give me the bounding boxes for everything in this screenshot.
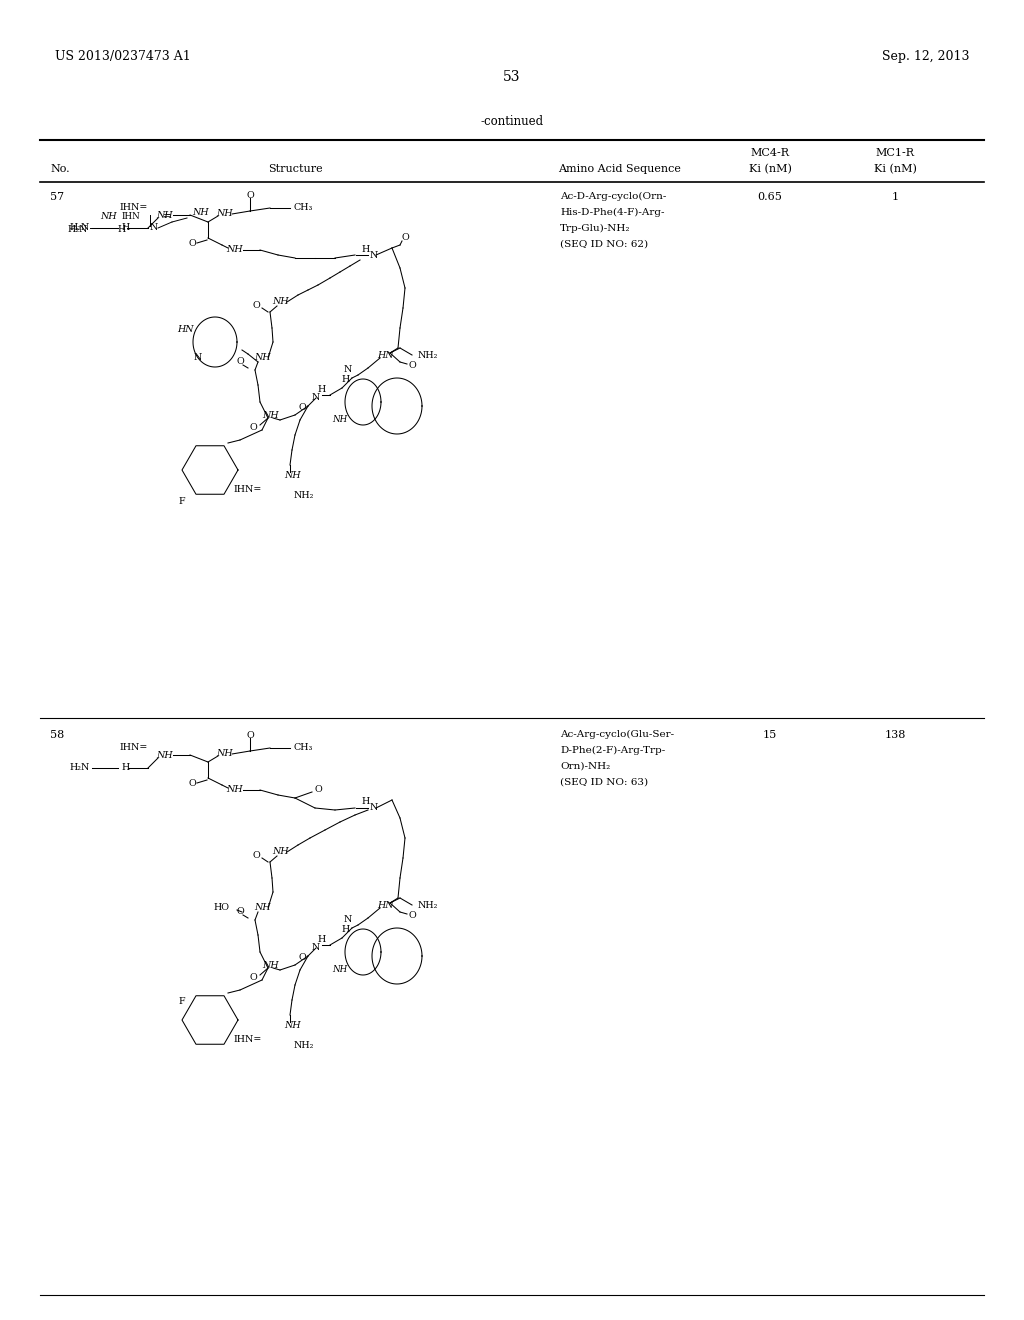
Text: Ki (nM): Ki (nM) (873, 164, 916, 174)
Text: 53: 53 (503, 70, 521, 84)
Text: NH: NH (226, 246, 244, 255)
Text: O: O (298, 404, 306, 412)
Text: NH: NH (333, 416, 347, 425)
Text: HN: HN (377, 351, 393, 359)
Text: US 2013/0237473 A1: US 2013/0237473 A1 (55, 50, 190, 63)
Text: O: O (252, 301, 260, 309)
Text: N: N (312, 944, 321, 953)
Text: O: O (237, 358, 244, 367)
Text: H: H (342, 375, 350, 384)
Text: HO: HO (214, 903, 230, 912)
Text: N: N (194, 354, 202, 363)
Text: N: N (150, 223, 159, 232)
Text: NH: NH (262, 411, 279, 420)
Text: H: H (362, 246, 371, 255)
Text: MC1-R: MC1-R (876, 148, 914, 158)
Text: (SEQ ID NO: 63): (SEQ ID NO: 63) (560, 777, 648, 787)
Text: Amino Acid Sequence: Amino Acid Sequence (558, 164, 681, 174)
Text: 138: 138 (885, 730, 905, 741)
Text: NH: NH (191, 209, 208, 216)
Text: NH: NH (254, 354, 270, 363)
Text: O: O (246, 730, 254, 739)
Text: O: O (237, 908, 244, 916)
Text: N: N (344, 916, 352, 924)
Text: NH₂: NH₂ (418, 900, 438, 909)
Text: CH₃: CH₃ (294, 743, 313, 752)
Text: NH: NH (217, 210, 233, 219)
Text: N: N (370, 804, 379, 813)
Text: F: F (178, 998, 185, 1006)
Text: H: H (317, 936, 326, 945)
Text: Ac-Arg-cyclo(Glu-Ser-: Ac-Arg-cyclo(Glu-Ser- (560, 730, 674, 739)
Text: H₂N: H₂N (70, 223, 90, 232)
Text: Ki (nM): Ki (nM) (749, 164, 792, 174)
Text: 58: 58 (50, 730, 65, 741)
Text: N: N (312, 393, 321, 403)
Text: H: H (317, 385, 326, 395)
Text: NH: NH (262, 961, 279, 969)
Text: O: O (409, 912, 416, 920)
Text: O: O (249, 424, 257, 433)
Text: O: O (188, 239, 196, 248)
Text: NH: NH (333, 965, 347, 974)
Text: O: O (188, 779, 196, 788)
Text: 15: 15 (763, 730, 777, 741)
Text: Orn)-NH₂: Orn)-NH₂ (560, 762, 610, 771)
Text: Ac-D-Arg-cyclo(Orn-: Ac-D-Arg-cyclo(Orn- (560, 191, 667, 201)
Text: H: H (118, 224, 126, 234)
Text: O: O (314, 785, 322, 795)
Text: NH: NH (271, 297, 289, 306)
Text: HN: HN (377, 900, 393, 909)
Text: O: O (252, 850, 260, 859)
Text: 1: 1 (892, 191, 899, 202)
Text: MC4-R: MC4-R (751, 148, 790, 158)
Text: Trp-Glu)-NH₂: Trp-Glu)-NH₂ (560, 224, 631, 234)
Text: H: H (121, 763, 129, 772)
Text: IHN=: IHN= (120, 742, 148, 751)
Text: HN: HN (177, 326, 194, 334)
Text: O: O (298, 953, 306, 962)
Text: N: N (344, 366, 352, 375)
Text: Sep. 12, 2013: Sep. 12, 2013 (882, 50, 969, 63)
Text: NH: NH (284, 1020, 300, 1030)
Text: NH: NH (271, 847, 289, 857)
Text: H₂N: H₂N (68, 224, 88, 234)
Text: NH₂: NH₂ (294, 1040, 314, 1049)
Text: NH: NH (157, 210, 173, 219)
Text: IHN=: IHN= (120, 202, 148, 211)
Text: 0.65: 0.65 (758, 191, 782, 202)
Text: O: O (246, 190, 254, 199)
Text: NH₂: NH₂ (294, 491, 314, 499)
Text: NH: NH (217, 750, 233, 759)
Text: O: O (249, 974, 257, 982)
Text: NH: NH (157, 751, 173, 759)
Text: O: O (409, 362, 416, 371)
Text: IHN=: IHN= (233, 486, 262, 495)
Text: (SEQ ID NO: 62): (SEQ ID NO: 62) (560, 240, 648, 249)
Text: NH: NH (254, 903, 270, 912)
Text: NH₂: NH₂ (418, 351, 438, 359)
Text: Structure: Structure (267, 164, 323, 174)
Text: F: F (178, 498, 185, 507)
Text: =: = (163, 213, 171, 220)
Text: No.: No. (50, 164, 70, 174)
Text: IHN=: IHN= (233, 1035, 262, 1044)
Text: H: H (342, 925, 350, 935)
Text: -continued: -continued (480, 115, 544, 128)
Text: NH: NH (100, 213, 117, 220)
Text: CH₃: CH₃ (294, 203, 313, 213)
Text: NH: NH (226, 785, 244, 795)
Text: D-Phe(2-F)-Arg-Trp-: D-Phe(2-F)-Arg-Trp- (560, 746, 666, 755)
Text: 57: 57 (50, 191, 65, 202)
Text: H: H (362, 797, 371, 807)
Text: H: H (121, 223, 129, 232)
Text: H₂N: H₂N (70, 763, 90, 772)
Text: N: N (370, 251, 379, 260)
Text: NH: NH (284, 470, 300, 479)
Text: O: O (401, 234, 409, 243)
Text: His-D-Phe(4-F)-Arg-: His-D-Phe(4-F)-Arg- (560, 209, 665, 216)
Text: IHN: IHN (121, 213, 140, 220)
